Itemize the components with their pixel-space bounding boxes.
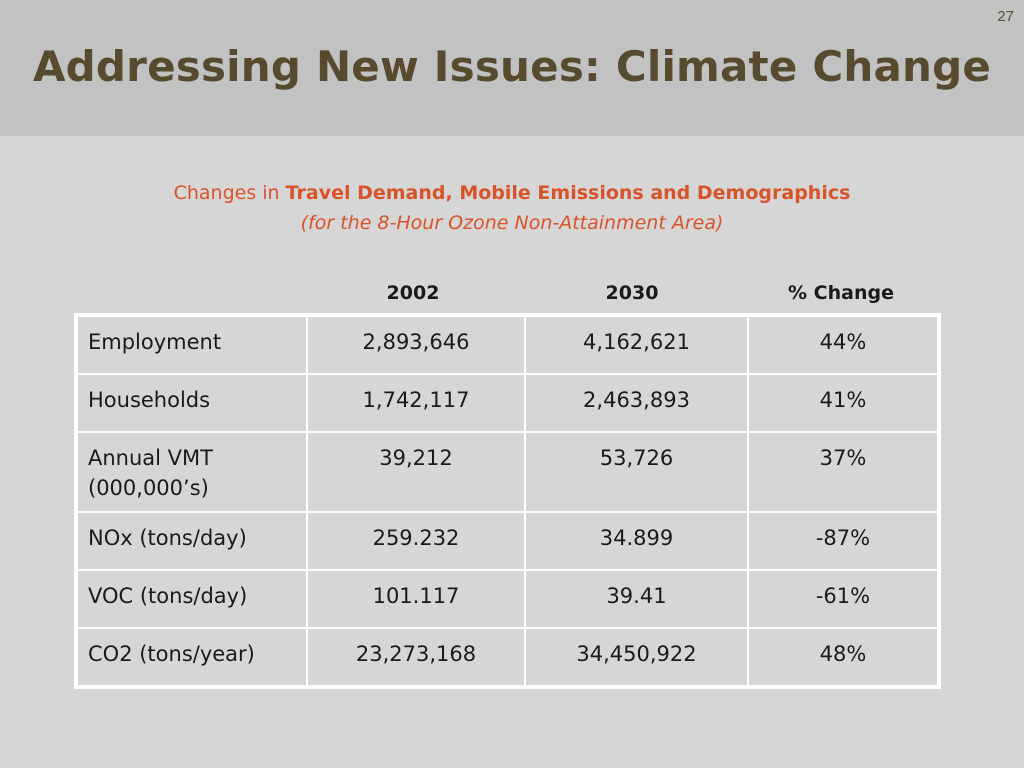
slide-title: Addressing New Issues: Climate Change [32,42,992,91]
cell-change: 48% [747,627,940,688]
title-bar: 27 Addressing New Issues: Climate Change [0,0,1024,136]
cell-2002: 39,212 [306,431,526,513]
cell-2002: 1,742,117 [306,373,526,433]
cell-change: -61% [747,569,940,629]
row-label: NOx (tons/day) [75,511,308,571]
row-label: CO2 (tons/year) [75,627,308,688]
cell-2030: 4,162,621 [524,314,749,375]
cell-2030: 34.899 [524,511,749,571]
column-header-2030: 2030 [605,282,659,304]
row-label: Households [75,373,308,433]
table-row: NOx (tons/day) 259.232 34.899 -87% [75,511,940,571]
table-row: Employment 2,893,646 4,162,621 44% [75,314,940,375]
slide-number: 27 [997,8,1014,25]
table-row: CO2 (tons/year) 23,273,168 34,450,922 48… [75,627,940,688]
column-header-change: % Change [788,282,894,304]
column-header-2002: 2002 [386,282,440,304]
caption-bold: Travel Demand, Mobile Emissions and Demo… [285,182,851,204]
cell-change: 44% [747,314,940,375]
cell-2030: 34,450,922 [524,627,749,688]
cell-2002: 23,273,168 [306,627,526,688]
cell-2002: 101.117 [306,569,526,629]
cell-2030: 39.41 [524,569,749,629]
row-label: VOC (tons/day) [75,569,308,629]
data-table: Employment 2,893,646 4,162,621 44% House… [74,313,941,689]
cell-2002: 259.232 [306,511,526,571]
row-label: Employment [75,314,308,375]
table-caption: Changes in Travel Demand, Mobile Emissio… [0,178,1024,238]
table-row: VOC (tons/day) 101.117 39.41 -61% [75,569,940,629]
caption-line2: (for the 8-Hour Ozone Non-Attainment Are… [300,212,724,234]
cell-2030: 2,463,893 [524,373,749,433]
table-row: Households 1,742,117 2,463,893 41% [75,373,940,433]
cell-2030: 53,726 [524,431,749,513]
row-label: Annual VMT (000,000’s) [75,431,308,513]
cell-change: 37% [747,431,940,513]
table-row: Annual VMT (000,000’s) 39,212 53,726 37% [75,431,940,513]
cell-change: 41% [747,373,940,433]
cell-2002: 2,893,646 [306,314,526,375]
cell-change: -87% [747,511,940,571]
caption-prefix: Changes in [173,182,286,204]
